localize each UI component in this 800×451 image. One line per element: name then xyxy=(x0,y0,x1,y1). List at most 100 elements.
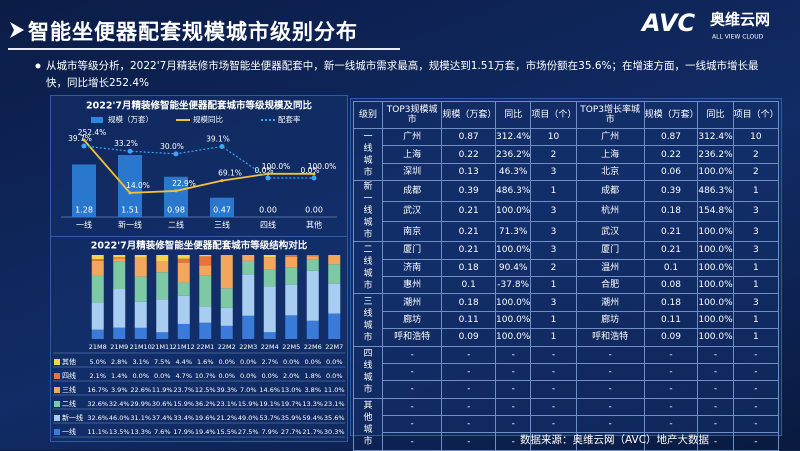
data-label: 100.0% xyxy=(262,162,291,171)
marker xyxy=(82,138,86,142)
bar-segment xyxy=(242,274,255,316)
table-cell: 0.1 xyxy=(643,258,699,277)
table-cell: 100.0% xyxy=(697,310,734,330)
table-cell: 0.18 xyxy=(441,293,497,312)
data-label: 39.3% xyxy=(216,386,237,394)
data-label: 19.1% xyxy=(259,400,280,408)
data-label: 17.9% xyxy=(173,428,194,436)
table-cell: - xyxy=(495,432,532,451)
table-cell: 1 xyxy=(530,310,577,330)
table-cell: -37.8% xyxy=(495,275,532,295)
chart-title: 2022'7月精装修智能坐便器配套城市等级规模及同比 xyxy=(86,100,312,112)
data-label: 0.0% xyxy=(326,372,343,380)
header-cell: 同比 xyxy=(697,101,734,129)
data-label: 13.3% xyxy=(130,428,151,436)
table-row: 廊坊 0.11 100.0% 1 廊坊 0.11 100.0% 1 xyxy=(354,310,780,330)
table-cell: 0.22 xyxy=(441,145,497,164)
x-tick-label: 22M6 xyxy=(304,343,322,351)
data-label: 15.9% xyxy=(173,400,194,408)
marker xyxy=(127,148,133,154)
x-tick-label: 22M3 xyxy=(239,343,257,351)
title: 智能坐便器配套规模城市级别分布 xyxy=(28,20,358,44)
data-label: 53.7% xyxy=(259,414,280,422)
table-panel: 级别 TOP3规模城市 规模（万套） 同比 项目（个） TOP3增长率城市 规模（万套） 同比… xyxy=(350,98,782,451)
data-label: 19.6% xyxy=(195,414,216,422)
data-label: 0.98 xyxy=(167,206,185,215)
level-cell: 一线城市 xyxy=(353,127,383,182)
table-cell: 100.0% xyxy=(697,220,734,243)
data-label: 11.0% xyxy=(324,386,345,394)
bar-segment xyxy=(91,260,104,275)
data-label: 32.4% xyxy=(109,400,130,408)
data-label: 32.6% xyxy=(87,400,108,408)
data-label: 29.9% xyxy=(130,400,151,408)
table-cell: 温州 xyxy=(575,258,645,277)
table-cell: 3 xyxy=(732,200,780,222)
x-tick-label: 一线 xyxy=(76,220,92,230)
data-label: 23.7% xyxy=(173,386,194,394)
table-cell: 2 xyxy=(530,258,577,277)
source: 数据来源：奥维云网（AVC）地产大数据 xyxy=(520,434,710,446)
bar-segment xyxy=(134,255,147,258)
legend-label: 三线 xyxy=(62,385,76,394)
data-label: 14.6% xyxy=(259,386,280,394)
table-cell: 0.39 xyxy=(643,180,699,202)
bar-segment xyxy=(242,255,255,261)
marker xyxy=(128,191,132,195)
data-label: 2.7% xyxy=(261,358,278,366)
data-label: 7.6% xyxy=(154,428,171,436)
bar-segment xyxy=(285,267,298,285)
legend-swatch xyxy=(91,117,103,123)
table-cell: 北京 xyxy=(575,162,645,182)
bar-segment xyxy=(263,269,276,287)
bar-segment xyxy=(263,332,276,339)
data-label: 35.9% xyxy=(281,414,302,422)
x-tick-label: 22M2 xyxy=(218,343,236,351)
data-label: 30.6% xyxy=(152,400,173,408)
data-label: 59.4% xyxy=(302,414,323,422)
table-cell: - xyxy=(732,345,780,364)
table-cell: 惠州 xyxy=(381,275,443,295)
table-cell: 154.8% xyxy=(697,200,734,222)
header-cell: TOP3规模城市 xyxy=(381,101,443,129)
data-label: 39.1% xyxy=(206,134,230,143)
data-label: 0.0% xyxy=(218,358,235,366)
x-tick-label: 21M12 xyxy=(173,343,195,351)
header-cell: 规模（万套） xyxy=(643,101,699,129)
data-label: 7.9% xyxy=(261,428,278,436)
level-cell: 四线城市 xyxy=(353,345,383,399)
table-cell: - xyxy=(697,380,734,399)
bar-segment xyxy=(177,258,190,263)
table-cell: 0.08 xyxy=(643,275,699,295)
marker xyxy=(81,143,87,149)
table-cell: - xyxy=(495,345,532,364)
bar xyxy=(164,176,188,217)
table-cell: 3 xyxy=(530,241,577,260)
x-tick-label: 其他 xyxy=(306,220,322,230)
level-cell: 其他城市 xyxy=(353,397,383,451)
bar-segment xyxy=(220,255,233,289)
data-label: 13.5% xyxy=(109,428,130,436)
data-label: 0.0% xyxy=(154,372,171,380)
bar-segment xyxy=(156,272,169,300)
table-cell: 0.21 xyxy=(441,241,497,260)
x-tick-label: 三线 xyxy=(214,220,230,230)
table-row: 惠州 0.1 -37.8% 1 合肥 0.08 100.0% 1 xyxy=(354,275,780,295)
header-cell: 规模（万套） xyxy=(441,101,496,129)
bar-segment xyxy=(91,329,104,339)
table-cell: 呼和浩特 xyxy=(575,328,645,347)
table-cell: 3 xyxy=(732,220,780,243)
table-cell: 312.4% xyxy=(495,127,532,147)
bar-segment xyxy=(199,306,212,323)
bar-segment xyxy=(91,259,104,261)
table-cell: - xyxy=(495,415,532,434)
data-label: 36.2% xyxy=(195,400,216,408)
table-cell: - xyxy=(441,415,497,434)
bar-segment xyxy=(134,301,147,328)
legend-swatch xyxy=(54,387,60,393)
data-label: 21.2% xyxy=(216,414,237,422)
table-cell: 90.4% xyxy=(495,258,532,277)
table-cell: - xyxy=(697,415,734,434)
x-tick-label: 22M5 xyxy=(282,343,300,351)
data-label: 3.1% xyxy=(132,358,149,366)
